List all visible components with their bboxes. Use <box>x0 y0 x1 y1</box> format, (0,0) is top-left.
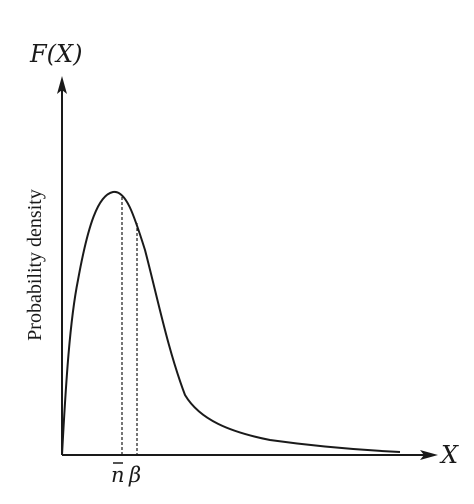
y-axis-symbol: F(X) <box>29 40 82 68</box>
mean-marker-label: β <box>128 463 141 487</box>
y-axis-label: Probability density <box>24 189 46 341</box>
mode-marker-label: n <box>111 463 125 487</box>
x-axis-arrowhead <box>420 450 438 460</box>
y-axis-arrowhead <box>57 76 67 94</box>
x-axis-symbol: X <box>439 441 459 469</box>
density-curve <box>61 190 401 456</box>
